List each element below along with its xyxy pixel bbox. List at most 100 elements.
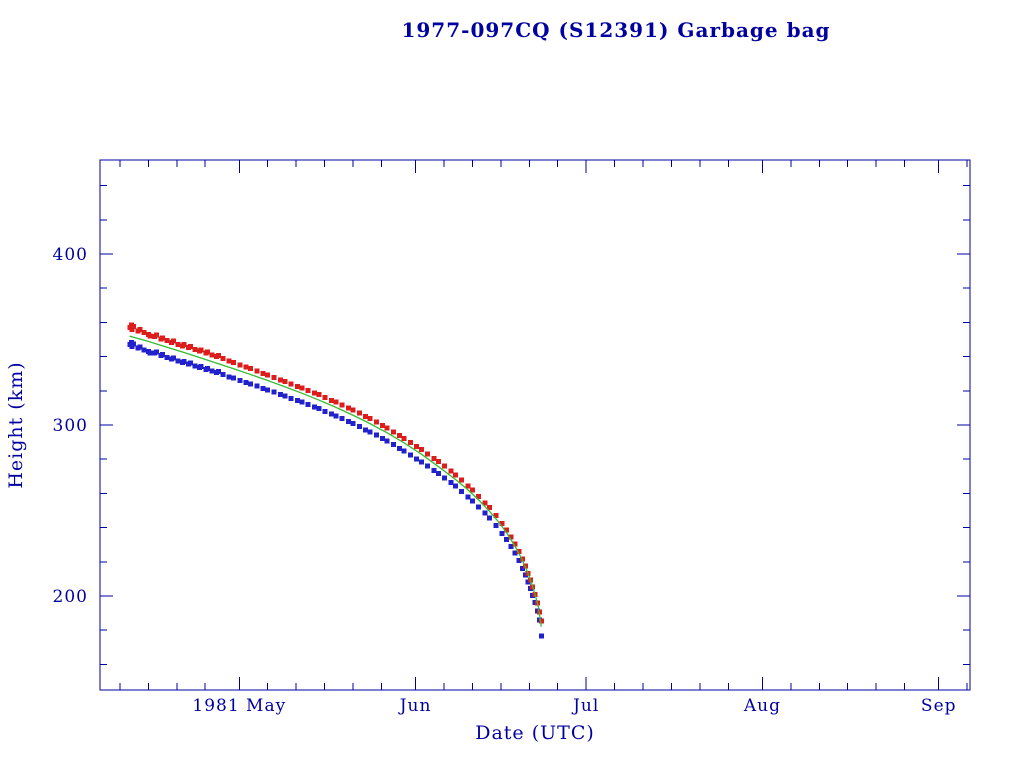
data-point xyxy=(254,383,260,389)
data-point xyxy=(153,332,159,338)
x-tick-label: Sep xyxy=(921,696,957,716)
data-point xyxy=(512,541,518,547)
data-point xyxy=(373,419,379,425)
data-point xyxy=(418,459,424,465)
data-point xyxy=(522,572,528,578)
data-point xyxy=(260,385,266,391)
data-point xyxy=(339,402,345,408)
data-point xyxy=(459,488,465,494)
data-point xyxy=(209,352,215,358)
data-point xyxy=(187,344,193,350)
data-point xyxy=(164,338,170,344)
data-point xyxy=(356,424,362,430)
data-point xyxy=(137,344,143,350)
data-point xyxy=(482,500,488,506)
data-point xyxy=(175,341,181,347)
data-point xyxy=(345,405,351,411)
data-point xyxy=(504,537,510,543)
data-point xyxy=(311,390,317,396)
data-point xyxy=(339,416,345,422)
data-point xyxy=(328,397,334,403)
x-tick-label: Jun xyxy=(398,696,432,716)
data-point xyxy=(316,392,322,398)
data-point xyxy=(305,388,311,394)
data-point xyxy=(322,395,328,401)
data-point xyxy=(538,633,544,639)
data-point xyxy=(204,365,210,371)
data-point xyxy=(153,349,159,355)
y-tick-label: 300 xyxy=(53,416,88,436)
data-point xyxy=(390,429,396,435)
data-point xyxy=(299,399,305,405)
data-point xyxy=(465,483,471,489)
data-point xyxy=(487,505,493,511)
data-point xyxy=(131,341,137,347)
data-point xyxy=(147,350,153,356)
data-point xyxy=(508,534,514,540)
data-point xyxy=(170,355,176,361)
data-point xyxy=(265,372,271,378)
x-axis-label: Date (UTC) xyxy=(475,722,595,744)
data-point xyxy=(448,480,454,486)
data-point xyxy=(160,352,166,358)
data-point xyxy=(487,515,493,521)
y-tick-label: 400 xyxy=(53,245,88,265)
data-point xyxy=(367,416,373,422)
data-point xyxy=(288,395,294,401)
data-point xyxy=(538,618,544,624)
data-point xyxy=(384,425,390,431)
data-point xyxy=(333,413,339,419)
data-point xyxy=(316,406,322,412)
data-point xyxy=(192,347,198,353)
data-point xyxy=(452,483,458,489)
data-point xyxy=(243,364,249,370)
data-point xyxy=(452,472,458,478)
data-point xyxy=(231,360,237,366)
data-point xyxy=(418,447,424,453)
data-point xyxy=(248,366,254,372)
data-point xyxy=(277,392,283,398)
data-point xyxy=(425,463,431,469)
data-point xyxy=(215,353,221,359)
data-point xyxy=(350,420,356,426)
data-point xyxy=(499,530,505,536)
data-point xyxy=(294,398,300,404)
data-point xyxy=(288,381,294,387)
data-point xyxy=(192,363,198,369)
data-point xyxy=(401,448,407,454)
data-point xyxy=(271,389,277,395)
blue-squares-series xyxy=(127,340,544,639)
x-tick-label: Jul xyxy=(571,696,599,716)
data-point xyxy=(260,371,266,377)
data-point xyxy=(469,487,475,493)
data-point xyxy=(220,355,226,361)
data-point xyxy=(129,326,135,332)
red-squares-series xyxy=(127,322,544,624)
x-tick-label: Aug xyxy=(743,696,781,716)
data-point xyxy=(482,510,488,516)
x-tick-label: 1981 May xyxy=(192,696,286,716)
data-point xyxy=(147,333,153,339)
data-point xyxy=(265,387,271,393)
data-point xyxy=(333,399,339,405)
data-point xyxy=(160,335,166,341)
data-point xyxy=(499,520,505,526)
data-point xyxy=(254,368,260,374)
data-point xyxy=(271,374,277,380)
data-point xyxy=(431,455,437,461)
data-point xyxy=(243,379,249,385)
data-point xyxy=(363,427,369,433)
data-point xyxy=(512,550,518,556)
data-point xyxy=(198,363,204,369)
data-point xyxy=(282,393,288,399)
data-point xyxy=(363,413,369,419)
data-point xyxy=(350,407,356,413)
data-point xyxy=(493,522,499,528)
data-point xyxy=(187,360,193,366)
data-point xyxy=(237,362,243,368)
data-point xyxy=(414,444,420,450)
data-point xyxy=(469,498,475,504)
data-point xyxy=(414,456,420,462)
